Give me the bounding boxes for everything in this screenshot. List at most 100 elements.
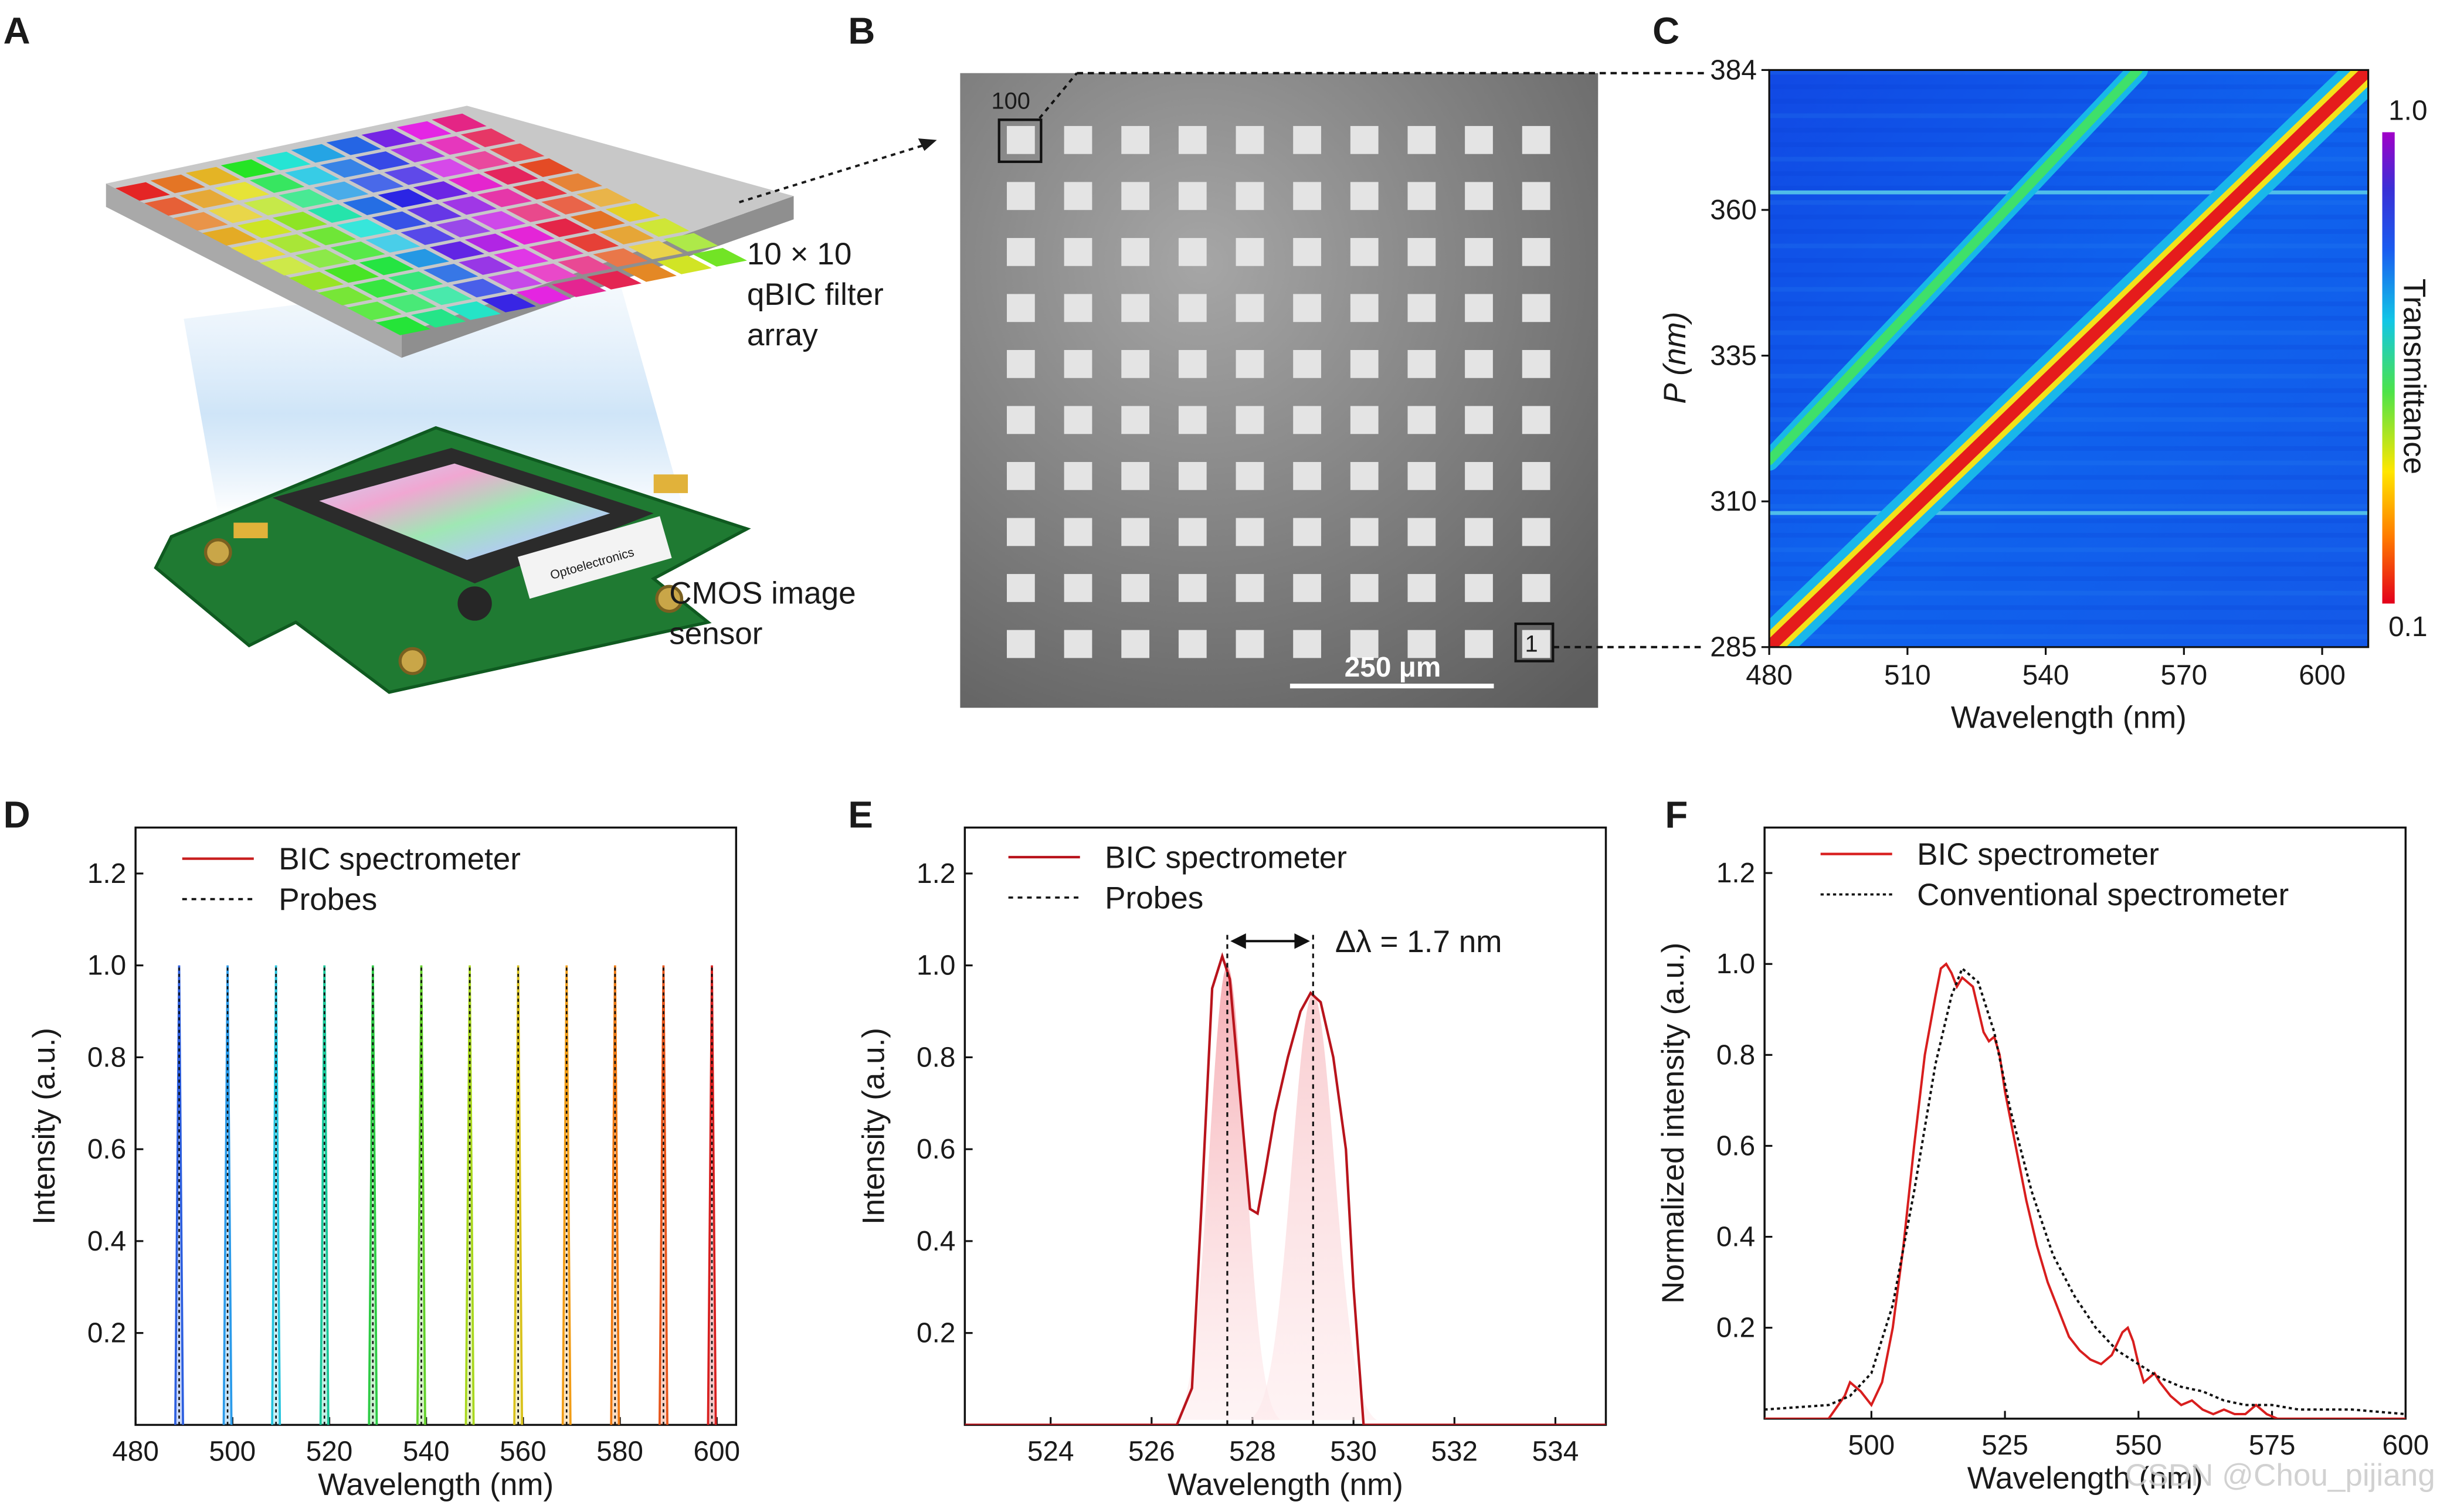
sem-filter-square <box>1178 349 1207 378</box>
sem-filter-square <box>1350 630 1379 658</box>
heatmap-stripe <box>1769 533 2368 538</box>
filter-tile <box>481 293 537 312</box>
filter-tile <box>266 234 321 253</box>
panel-e-letter: E <box>848 794 873 836</box>
sem-filter-square <box>1064 349 1092 378</box>
f-legend-label: BIC spectrometer <box>1917 837 2159 872</box>
filter-tile <box>320 159 375 178</box>
filter-tile <box>214 182 270 201</box>
sem-filter-square <box>1178 125 1207 154</box>
sem-filter-square <box>1064 406 1092 434</box>
sem-filter-square <box>1064 125 1092 154</box>
d-plot-frame <box>134 826 738 1426</box>
filter-tile <box>237 219 293 238</box>
colorbar-max: 1.0 <box>2388 95 2427 126</box>
d-series-group <box>174 965 717 1425</box>
sem-filter-square <box>1407 349 1436 378</box>
e-series-group <box>965 933 1606 1425</box>
heatmap-stripe <box>1769 417 2368 422</box>
sem-filter-square <box>1064 294 1092 322</box>
heatmap-stripe <box>1769 243 2368 249</box>
heatmap-stripe <box>1769 634 2368 639</box>
sem-filter-square <box>1350 518 1379 546</box>
filter-100-label: 100 <box>991 89 1030 114</box>
e-delta-arrowhead-left <box>1230 933 1246 949</box>
d-y-tick-label: 0.6 <box>87 1134 126 1165</box>
panel-a-letter: A <box>4 10 30 52</box>
sem-filter-square <box>1407 182 1436 210</box>
sem-filter-square <box>1407 406 1436 434</box>
filter-tile <box>291 144 346 163</box>
d-bic-peak <box>222 965 233 1425</box>
sem-filter-square <box>1006 518 1035 546</box>
cmos-sensor-board: Optoelectronics <box>154 426 751 694</box>
f-y-tick-label: 1.0 <box>1716 949 1755 980</box>
mount-hole-left <box>203 538 232 566</box>
sem-filter-square <box>1178 462 1207 490</box>
sem-filter-square <box>1121 349 1150 378</box>
filter-tile <box>458 256 514 275</box>
e-x-axis-label: Wavelength (nm) <box>1168 1467 1403 1502</box>
filter-tile <box>284 167 340 186</box>
filter-tile <box>417 286 472 305</box>
f-y-tick-label: 0.8 <box>1716 1039 1755 1071</box>
sem-filter-square <box>1006 125 1035 154</box>
filter-tile <box>452 278 507 298</box>
sem-filter-square <box>1407 125 1436 154</box>
panel-b: B 100 1 250 μm <box>848 10 1704 708</box>
sem-filter-square <box>1465 125 1493 154</box>
heatmap-stripe <box>1769 547 2368 552</box>
sem-filter-square <box>1178 182 1207 210</box>
filter-tile <box>378 189 433 208</box>
sem-filter-square <box>1350 294 1379 322</box>
sem-filter-square <box>1006 294 1035 322</box>
d-legend-label: BIC spectrometer <box>279 842 521 876</box>
d-legend-label: Probes <box>279 882 377 917</box>
sem-filter-square <box>1350 349 1379 378</box>
filter-tile <box>289 271 344 291</box>
sem-filter-square <box>1350 462 1379 490</box>
filter-tile <box>410 308 466 328</box>
sem-filter-square <box>1522 349 1550 378</box>
sem-filter-square <box>1522 182 1550 210</box>
filter-tile <box>384 166 439 185</box>
heatmap-stripe <box>1769 605 2368 610</box>
e-x-tick-label: 530 <box>1330 1436 1377 1467</box>
e-y-tick-label: 1.2 <box>917 858 955 889</box>
f-x-tick-label: 550 <box>2115 1430 2162 1461</box>
colorbar-min: 0.1 <box>2388 611 2427 643</box>
c-x-axis-label: Wavelength (nm) <box>1951 701 2187 735</box>
filter-tile <box>692 247 747 267</box>
d-x-tick-label: 540 <box>403 1436 450 1467</box>
filter-tile <box>371 211 427 230</box>
filter-tile <box>586 270 642 290</box>
delta-lambda-label: Δλ = 1.7 nm <box>1335 925 1502 959</box>
d-x-tick-label: 480 <box>112 1436 159 1467</box>
sem-filter-square <box>1293 630 1321 658</box>
panel-b-letter: B <box>848 10 875 52</box>
heatmap-stripe <box>1769 460 2368 466</box>
sem-filter-square <box>1293 462 1321 490</box>
c-y-tick-label: 384 <box>1710 55 1757 86</box>
mount-hole-right <box>655 585 684 613</box>
heatmap-stripe <box>1769 272 2368 277</box>
heatmap-frame <box>1768 69 2370 648</box>
heatmap-stripe <box>1769 620 2368 625</box>
c-x-tick-label: 510 <box>1884 660 1931 691</box>
panel-e-plot: 524 526 528 530 532 534 0.2 0.4 0.6 0.8 1.0 1.2 Wave… <box>856 826 1607 1502</box>
heatmap-stripe <box>1769 562 2368 567</box>
c-y-tick-label: 360 <box>1710 195 1757 226</box>
e-y-tick-label: 0.6 <box>917 1134 955 1165</box>
e-delta-arrowhead-right <box>1294 933 1310 949</box>
sem-filter-square <box>1350 574 1379 602</box>
e-y-tick-label: 0.4 <box>917 1226 955 1257</box>
filter-tile <box>173 212 228 231</box>
filter-tile <box>493 248 549 267</box>
sem-filter-square <box>1236 406 1264 434</box>
filter-tile <box>541 196 596 215</box>
sem-filter-square <box>1121 182 1150 210</box>
sem-filter-square <box>1293 518 1321 546</box>
filter-tile <box>336 219 392 238</box>
filter-tile <box>477 188 532 208</box>
heatmap-stripe <box>1769 171 2368 176</box>
